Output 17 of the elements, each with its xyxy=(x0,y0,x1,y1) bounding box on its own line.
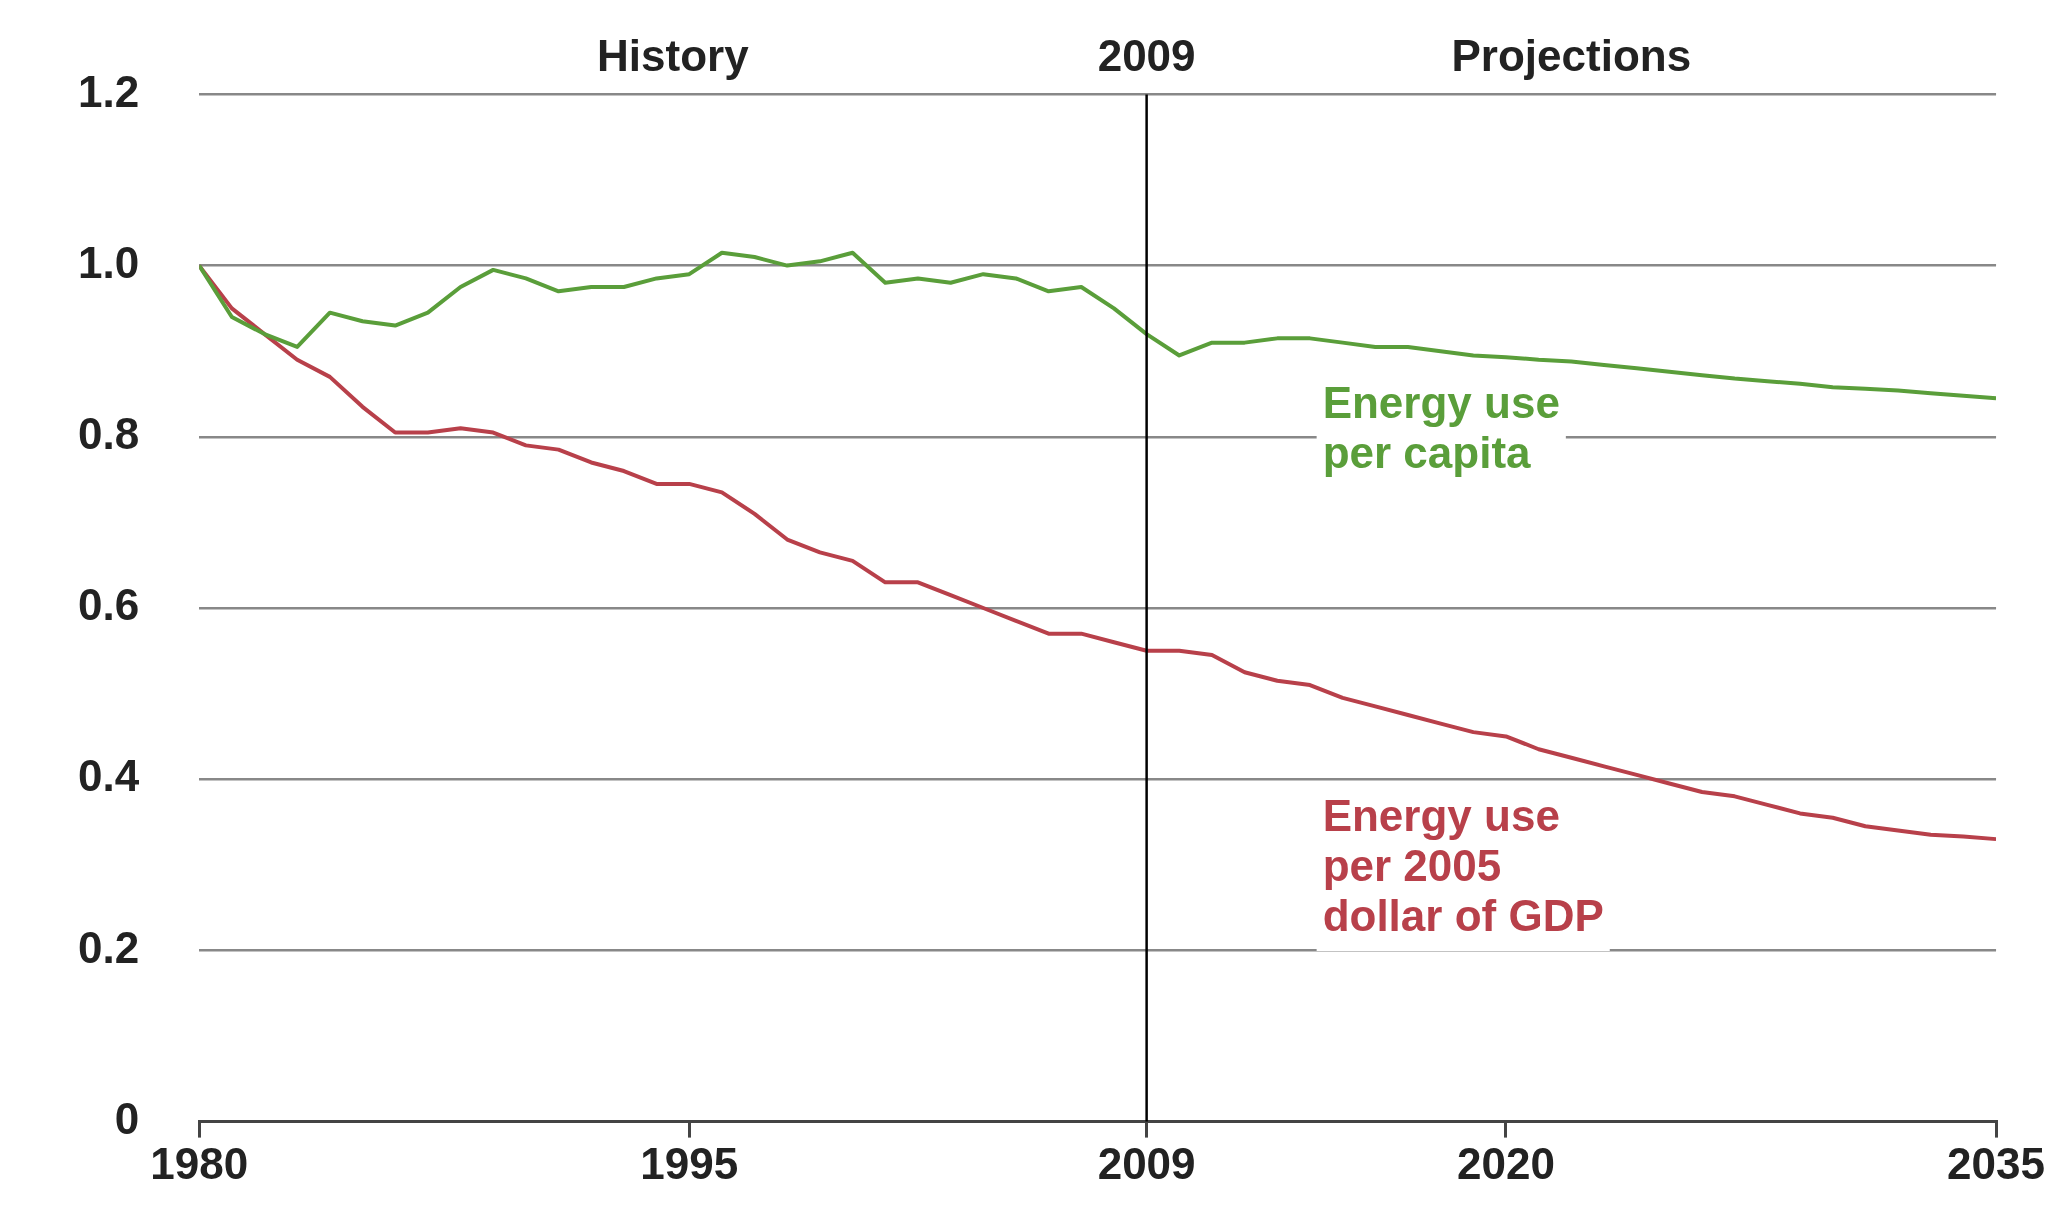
y-tick-label: 0.6 xyxy=(77,580,140,630)
x-tick-label: 2009 xyxy=(1097,1139,1196,1189)
x-tick-label: 1980 xyxy=(150,1139,249,1189)
text: History xyxy=(597,30,750,80)
y-tick-label: 1.0 xyxy=(77,237,140,287)
x-tick-label: 2035 xyxy=(1947,1139,2045,1189)
y-tick-label: 1.2 xyxy=(77,66,140,116)
ref-line-label: 2009 xyxy=(1097,30,1196,80)
series-label: Energy use per capita xyxy=(1322,377,1560,477)
text: Projections xyxy=(1451,30,1692,80)
y-tick-label: 0 xyxy=(114,1093,140,1143)
y-tick-label: 0.8 xyxy=(77,408,140,458)
x-tick-label: 2020 xyxy=(1457,1139,1555,1189)
series-label: Energy use per 2005 dollar of GDP xyxy=(1322,791,1604,941)
y-tick-label: 0.4 xyxy=(77,751,140,801)
x-tick-label: 1995 xyxy=(640,1139,739,1189)
y-tick-label: 0.2 xyxy=(77,922,140,972)
